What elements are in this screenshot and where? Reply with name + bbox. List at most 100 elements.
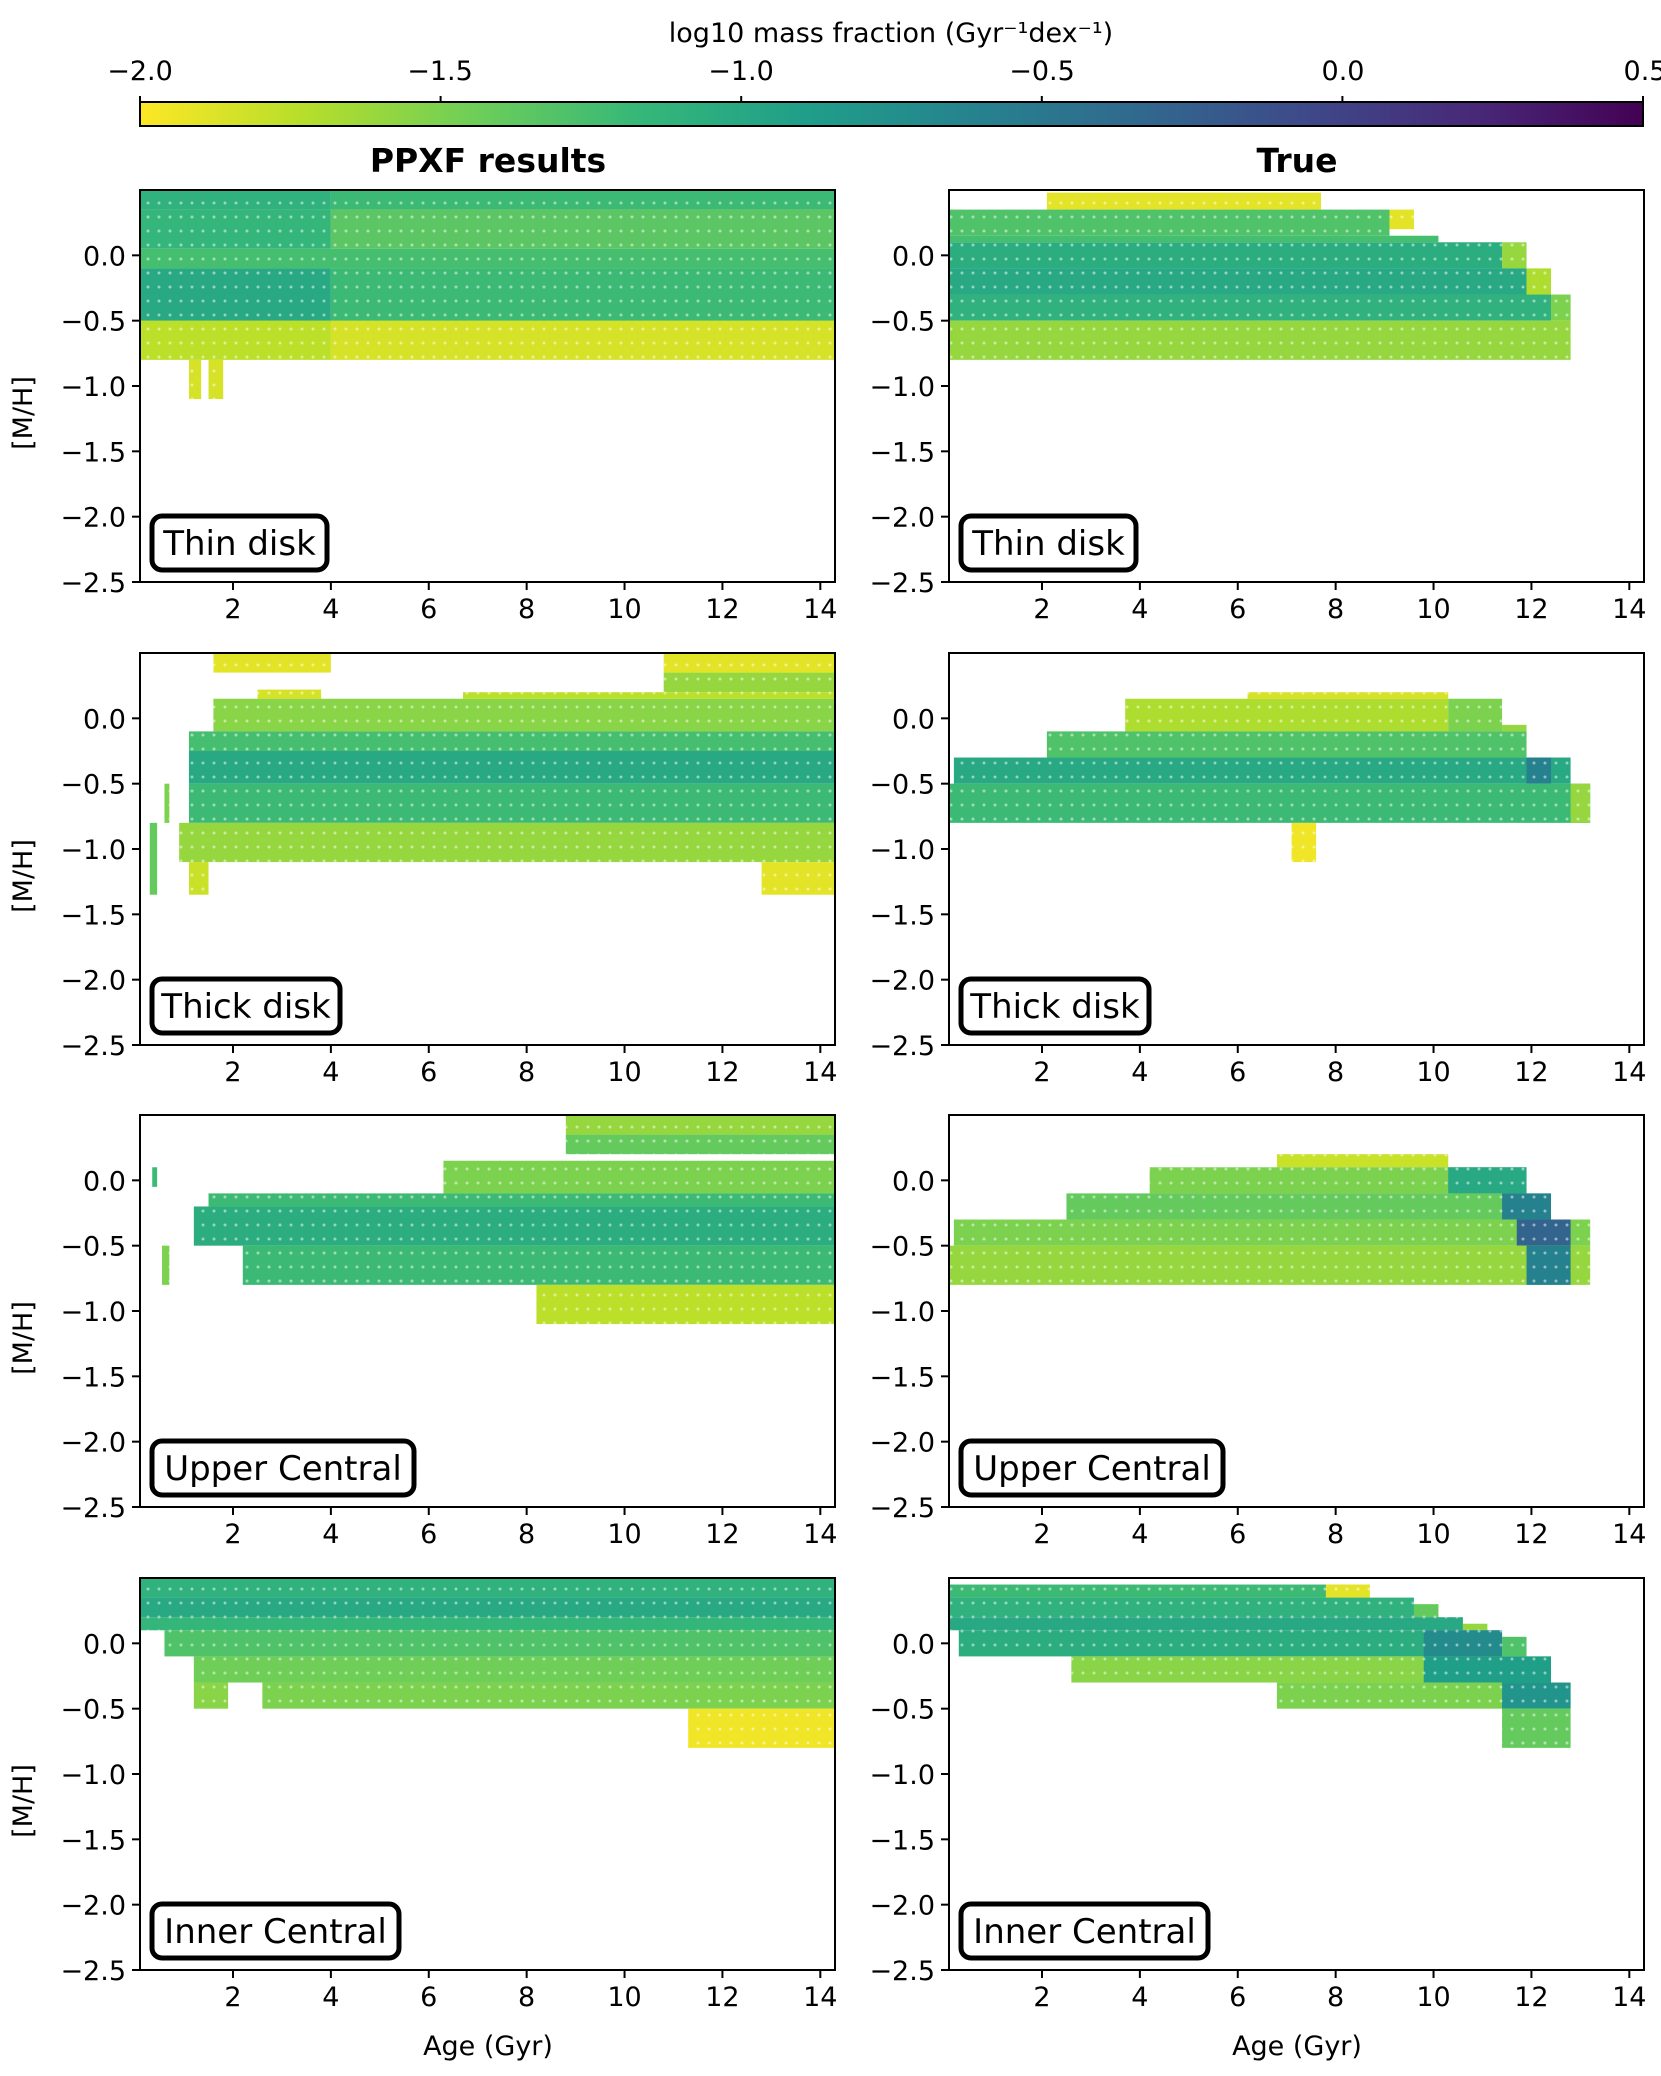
y-tick-label: 0.0	[892, 1166, 935, 1197]
y-tick-label: −0.5	[60, 1695, 126, 1726]
heatmap-cells	[949, 1154, 1591, 1285]
panel-label: Inner Central	[149, 1901, 402, 1961]
x-tick-label: 10	[607, 594, 641, 625]
y-tick-label: −2.5	[869, 568, 935, 599]
x-tick-label: 2	[1033, 1982, 1050, 2013]
heatmap-cell-dots	[1502, 1636, 1527, 1657]
x-tick-label: 12	[1514, 594, 1548, 625]
heatmap-cells	[140, 190, 835, 400]
heatmap-cell-dots	[1046, 731, 1527, 758]
x-tick-label: 4	[1131, 594, 1148, 625]
panel-label-box	[149, 976, 343, 1036]
x-tick-label: 8	[518, 1057, 535, 1088]
heatmap-cell-dots	[140, 1617, 835, 1631]
x-tick-label: 6	[1229, 1982, 1246, 2013]
heatmap-cell-dots	[953, 757, 1571, 784]
heatmap-cell-dots	[193, 1656, 835, 1683]
x-tick-label: 10	[1416, 1519, 1450, 1550]
x-tick-label: 4	[1131, 1519, 1148, 1550]
x-tick-label: 14	[803, 1519, 837, 1550]
heatmap-cell-dots	[140, 209, 331, 249]
y-tick-label: −1.5	[869, 1362, 935, 1393]
x-tick-label: 6	[1229, 1519, 1246, 1550]
heatmap-cell-dots	[949, 209, 1390, 236]
y-tick-label: −1.5	[60, 1362, 126, 1393]
x-tick-label: 6	[420, 594, 437, 625]
y-tick-label: −2.0	[60, 1891, 126, 1922]
column-title-true: True	[1256, 141, 1337, 180]
y-tick-label: −0.5	[869, 770, 935, 801]
heatmap-cell-dots	[1423, 1630, 1503, 1657]
heatmap-cells	[149, 653, 835, 895]
heatmap-cell-dots	[949, 320, 1571, 360]
heatmap-cell-dots	[1502, 242, 1527, 269]
panel-label: Upper Central	[958, 1438, 1226, 1498]
x-tick-label: 8	[518, 594, 535, 625]
x-tick-label: 10	[607, 1057, 641, 1088]
y-tick-label: −0.5	[60, 770, 126, 801]
y-tick-label: 0.0	[83, 1166, 126, 1197]
heatmap-cell-dots	[1526, 268, 1552, 295]
panel-label-text: Thick disk	[969, 987, 1140, 1027]
colorbar-tick: −1.0	[708, 56, 774, 87]
heatmap-cell-dots	[1448, 1167, 1527, 1194]
panel-inner-central-true: 2 4 6 8 10 12 14 0.0 −0.5 −1.0 −1.5 −2.0 −2.5 Inner C…	[869, 1577, 1646, 2013]
ylabel-row-3: [M/H]	[8, 1301, 39, 1375]
x-tick-label: 8	[1327, 594, 1344, 625]
heatmap-cell-dots	[140, 320, 331, 360]
panel-thin-disk-true: 2 4 6 8 10 12 14 0.0 −0.5 −1.0 −1.5 −2.0 −2.5 Thin di…	[869, 189, 1646, 625]
panel-label-box	[149, 1901, 402, 1961]
colorbar-tick-marks	[139, 96, 1644, 102]
heatmap-cell-dots	[1502, 724, 1527, 732]
y-tick-label: −2.5	[869, 1493, 935, 1524]
x-tick-label: 14	[803, 594, 837, 625]
colorbar-label: log10 mass fraction (Gyr⁻¹dex⁻¹)	[669, 18, 1113, 49]
x-tick-label: 4	[322, 1519, 339, 1550]
panel-upper-central-ppxf: 2 4 6 8 10 12 14 0.0 −0.5 −1.0 −1.5 −2.0 −2.5 Upper C…	[60, 1114, 837, 1550]
heatmap-cell-dots	[1413, 1604, 1439, 1618]
panel-label-text: Upper Central	[164, 1449, 402, 1489]
x-tick-label: 2	[1033, 1057, 1050, 1088]
x-tick-label: 10	[607, 1982, 641, 2013]
heatmap-cell-dots	[188, 862, 209, 895]
colorbar-tick: −0.5	[1009, 56, 1075, 87]
panel-label-text: Inner Central	[973, 1912, 1196, 1952]
x-tick-label: 8	[518, 1519, 535, 1550]
y-tick-label: −1.5	[869, 900, 935, 931]
y-tick-label: −1.0	[60, 372, 126, 403]
heatmap-cell-dots	[761, 862, 835, 895]
x-tick-label: 4	[322, 1982, 339, 2013]
x-tick-label: 6	[1229, 1057, 1246, 1088]
x-tick-label: 8	[1327, 1057, 1344, 1088]
heatmap-cell-dots	[949, 1245, 1591, 1285]
heatmap-cell-dots	[330, 268, 835, 321]
y-tick-label: −2.0	[869, 503, 935, 534]
x-tick-label: 14	[1612, 594, 1646, 625]
heatmap-cell-dots	[949, 1617, 1463, 1631]
heatmap-cell-dots	[1291, 822, 1317, 863]
x-tick-label: 12	[1514, 1057, 1548, 1088]
x-tick-label: 2	[224, 594, 241, 625]
heatmap-cell-dots	[164, 1630, 835, 1657]
ylabel-row-2: [M/H]	[8, 839, 39, 913]
panel-label: Upper Central	[149, 1438, 417, 1498]
x-tick-label: 8	[518, 1982, 535, 2013]
y-tick-label: −2.0	[869, 1428, 935, 1459]
panel-label-text: Upper Central	[973, 1449, 1211, 1489]
x-tick-label: 6	[420, 1982, 437, 2013]
heatmap-cell-dots	[953, 1219, 1591, 1246]
heatmap-cell-dots	[1551, 294, 1571, 321]
panel-thin-disk-ppxf: 2 4 6 8 10 12 14 0.0 −0.5 −1.0 −1.5 −2.0 −2.5 Thin di…	[60, 189, 837, 625]
y-tick-label: −2.5	[60, 1031, 126, 1062]
x-tick-label: 2	[224, 1519, 241, 1550]
x-tick-label: 4	[1131, 1982, 1148, 2013]
y-tick-label: −2.0	[60, 966, 126, 997]
heatmap-cell-dots	[330, 209, 835, 249]
heatmap-cell-dots	[188, 731, 835, 751]
x-tick-label: 2	[224, 1982, 241, 2013]
heatmap-cell-dots	[949, 294, 1552, 321]
x-tick-label: 2	[224, 1057, 241, 1088]
heatmap-cell-dots	[949, 783, 1591, 823]
xlabel-true: Age (Gyr)	[1232, 2031, 1362, 2062]
